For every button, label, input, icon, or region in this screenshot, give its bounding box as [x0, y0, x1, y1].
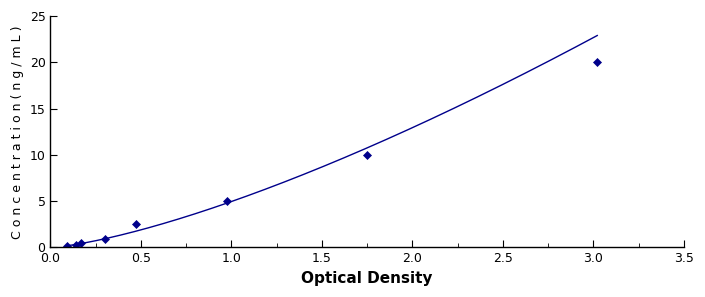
X-axis label: Optical Density: Optical Density [302, 271, 433, 286]
Y-axis label: C o n c e n t r a t i o n ( n g / m L ): C o n c e n t r a t i o n ( n g / m L ) [11, 25, 24, 238]
